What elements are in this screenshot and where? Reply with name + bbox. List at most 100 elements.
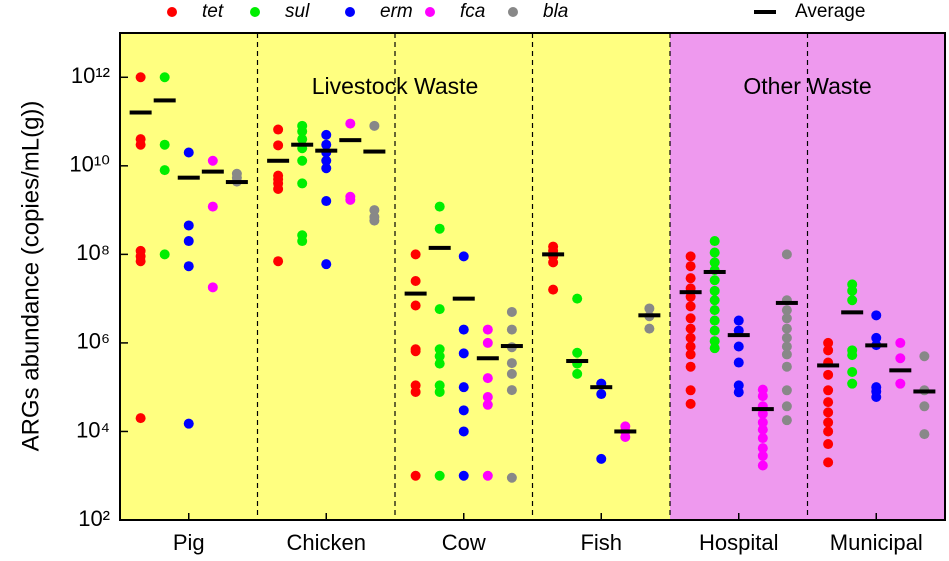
data-point (297, 126, 308, 137)
data-point (434, 386, 445, 397)
average-mark (225, 180, 248, 185)
data-point (458, 324, 469, 335)
legend-marker (754, 10, 776, 14)
data-point (781, 415, 792, 426)
data-point (823, 397, 834, 408)
data-point (482, 470, 493, 481)
average-mark (727, 333, 750, 338)
annotation: Livestock Waste (312, 73, 479, 99)
data-point (482, 373, 493, 384)
data-point (781, 385, 792, 396)
data-point (321, 163, 332, 174)
category-background (120, 33, 258, 520)
data-point (733, 341, 744, 352)
data-point (644, 323, 655, 334)
data-point (685, 361, 696, 372)
data-point (757, 408, 768, 419)
data-point (207, 155, 218, 166)
x-tick-label: Cow (442, 530, 486, 555)
data-point (506, 358, 517, 369)
data-point (823, 407, 834, 418)
plot-frame (119, 32, 946, 521)
data-point (345, 118, 356, 129)
average-mark (913, 389, 936, 394)
data-point (482, 392, 493, 403)
data-point (685, 261, 696, 272)
data-point (458, 470, 469, 481)
data-point (506, 385, 517, 396)
data-point (823, 426, 834, 437)
data-point (572, 293, 583, 304)
data-point (273, 124, 284, 135)
data-point (273, 256, 284, 267)
average-mark (841, 310, 864, 315)
data-point (369, 205, 380, 216)
data-point (135, 72, 146, 83)
x-tick-label: Chicken (287, 530, 366, 555)
data-point (733, 357, 744, 368)
data-point (709, 336, 720, 347)
data-point (709, 295, 720, 306)
data-point (321, 139, 332, 150)
average-mark (452, 296, 475, 301)
data-point (321, 155, 332, 166)
data-point (644, 303, 655, 314)
data-point (709, 275, 720, 286)
data-point (434, 201, 445, 212)
data-point (482, 324, 493, 335)
data-point (919, 401, 930, 412)
data-point (733, 315, 744, 326)
data-point (434, 304, 445, 315)
average-mark (129, 110, 152, 115)
data-point (572, 368, 583, 379)
data-point (434, 470, 445, 481)
data-point (709, 285, 720, 296)
data-point (757, 433, 768, 444)
data-point (273, 183, 284, 194)
average-mark (428, 245, 451, 250)
data-point (709, 236, 720, 247)
data-point (895, 378, 906, 389)
average-mark (817, 363, 840, 368)
data-point (871, 310, 882, 321)
data-point (847, 285, 858, 296)
average-mark (315, 148, 338, 153)
data-point (823, 337, 834, 348)
data-point (781, 313, 792, 324)
data-point (823, 417, 834, 428)
data-point (297, 178, 308, 189)
y-tick-label: 10⁴ (76, 417, 110, 442)
data-point (847, 350, 858, 361)
legend-label: bla (543, 1, 568, 22)
average-mark (614, 429, 637, 434)
legend-marker (167, 7, 177, 17)
average-mark (476, 356, 499, 361)
data-point (434, 223, 445, 234)
average-mark (590, 385, 613, 390)
average-mark (638, 313, 661, 318)
average-mark (404, 291, 427, 296)
average-mark (291, 142, 314, 147)
average-mark (865, 343, 888, 348)
data-point (781, 323, 792, 334)
data-point (458, 251, 469, 262)
data-point (458, 405, 469, 416)
y-tick-label: 10⁶ (76, 329, 110, 354)
average-mark (542, 252, 565, 257)
legend-label: Average (795, 1, 865, 22)
data-point (781, 349, 792, 360)
data-point (410, 346, 421, 357)
data-point (159, 165, 170, 176)
data-point (458, 348, 469, 359)
data-point (135, 413, 146, 424)
data-point (685, 341, 696, 352)
legend-marker (508, 7, 518, 17)
data-point (823, 369, 834, 380)
data-point (620, 431, 631, 442)
data-point (159, 72, 170, 83)
average-mark (751, 407, 774, 412)
data-point (757, 443, 768, 454)
data-point (506, 324, 517, 335)
data-point (596, 453, 607, 464)
average-mark (339, 138, 362, 143)
